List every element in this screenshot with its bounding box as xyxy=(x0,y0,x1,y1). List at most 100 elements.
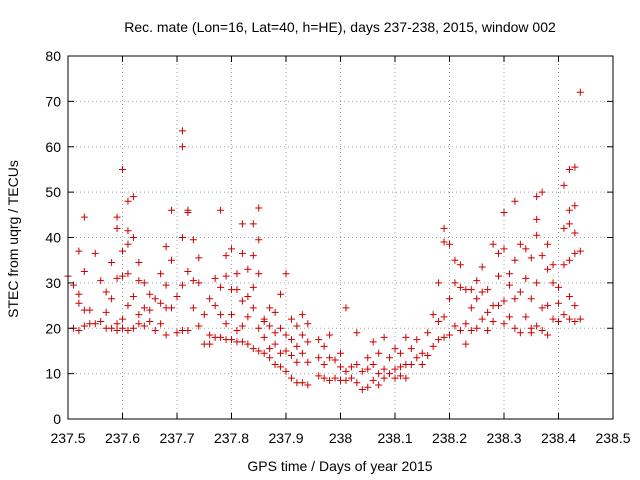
data-point xyxy=(189,304,197,312)
data-point xyxy=(91,320,99,328)
data-point xyxy=(424,351,432,359)
data-point xyxy=(533,231,541,239)
data-point xyxy=(217,206,225,214)
data-point xyxy=(527,295,535,303)
data-point xyxy=(435,279,443,287)
data-point xyxy=(80,322,88,330)
data-point xyxy=(244,292,252,300)
data-point xyxy=(217,333,225,341)
y-tick-label: 30 xyxy=(45,275,61,291)
data-point xyxy=(249,345,257,353)
data-point xyxy=(271,329,279,337)
data-point xyxy=(364,365,372,373)
data-point xyxy=(364,354,372,362)
data-point xyxy=(549,279,557,287)
data-point xyxy=(249,283,257,291)
data-point xyxy=(277,363,285,371)
x-tick-label: 238.3 xyxy=(486,430,521,446)
data-point xyxy=(478,288,486,296)
data-point xyxy=(560,261,568,269)
x-tick-label: 237.8 xyxy=(214,430,249,446)
data-point xyxy=(255,347,263,355)
data-points xyxy=(64,88,584,394)
data-point xyxy=(315,336,323,344)
data-point xyxy=(277,290,285,298)
data-point xyxy=(467,286,475,294)
data-point xyxy=(369,376,377,384)
data-point xyxy=(446,331,453,339)
data-point xyxy=(473,295,481,303)
data-point xyxy=(266,354,274,362)
data-point xyxy=(451,322,459,330)
data-point xyxy=(555,299,562,307)
data-point xyxy=(533,215,541,223)
data-point xyxy=(337,363,344,371)
data-point xyxy=(255,324,263,332)
data-point xyxy=(271,308,279,316)
data-point xyxy=(544,331,552,339)
x-tick-label: 238.1 xyxy=(377,430,412,446)
data-point xyxy=(347,374,355,382)
data-point xyxy=(462,320,470,328)
data-point xyxy=(484,308,492,316)
data-point xyxy=(315,354,323,362)
data-point xyxy=(576,315,584,323)
data-point xyxy=(157,320,165,328)
data-point xyxy=(282,270,290,278)
x-axis-label: GPS time / Days of year 2015 xyxy=(247,458,432,474)
y-axis-label: STEC from uqrg / TECUs xyxy=(5,160,21,318)
data-point xyxy=(217,283,225,291)
data-point xyxy=(565,256,573,264)
data-point xyxy=(511,324,519,332)
data-point xyxy=(129,324,137,332)
data-point xyxy=(184,327,192,335)
data-point xyxy=(211,302,219,310)
data-point xyxy=(146,317,154,325)
data-point xyxy=(140,279,148,287)
data-point xyxy=(304,338,312,346)
data-point xyxy=(260,333,268,341)
data-point xyxy=(544,240,552,248)
data-point xyxy=(435,317,443,325)
data-point xyxy=(522,274,530,282)
data-point xyxy=(538,304,546,312)
data-point xyxy=(364,383,372,391)
data-point xyxy=(358,386,366,394)
data-point xyxy=(555,283,562,291)
data-point xyxy=(277,349,285,357)
data-point xyxy=(287,336,295,344)
data-point xyxy=(347,363,355,371)
data-point xyxy=(287,374,295,382)
data-point xyxy=(151,327,159,335)
data-point xyxy=(162,243,170,251)
data-point xyxy=(102,308,110,316)
data-point xyxy=(440,238,448,246)
data-point xyxy=(375,349,383,357)
data-point xyxy=(511,295,519,303)
data-point xyxy=(342,304,350,312)
data-point xyxy=(544,302,552,310)
data-point xyxy=(407,345,415,353)
data-point xyxy=(560,224,568,232)
data-point xyxy=(178,281,186,289)
data-point xyxy=(576,247,584,255)
data-point xyxy=(560,181,568,189)
data-point xyxy=(124,302,132,310)
data-point xyxy=(369,338,377,346)
data-point xyxy=(326,331,334,339)
data-point xyxy=(342,367,350,375)
data-point xyxy=(178,143,186,151)
data-point xyxy=(375,381,383,389)
data-point xyxy=(113,320,121,328)
data-point xyxy=(195,279,203,287)
data-point xyxy=(456,261,464,269)
data-point xyxy=(244,313,252,321)
data-point xyxy=(119,315,126,323)
data-point xyxy=(538,327,546,335)
data-point xyxy=(249,220,257,228)
data-point xyxy=(244,340,252,348)
data-point xyxy=(451,256,459,264)
data-point xyxy=(418,361,426,369)
data-point xyxy=(315,372,323,380)
data-point xyxy=(565,206,573,214)
